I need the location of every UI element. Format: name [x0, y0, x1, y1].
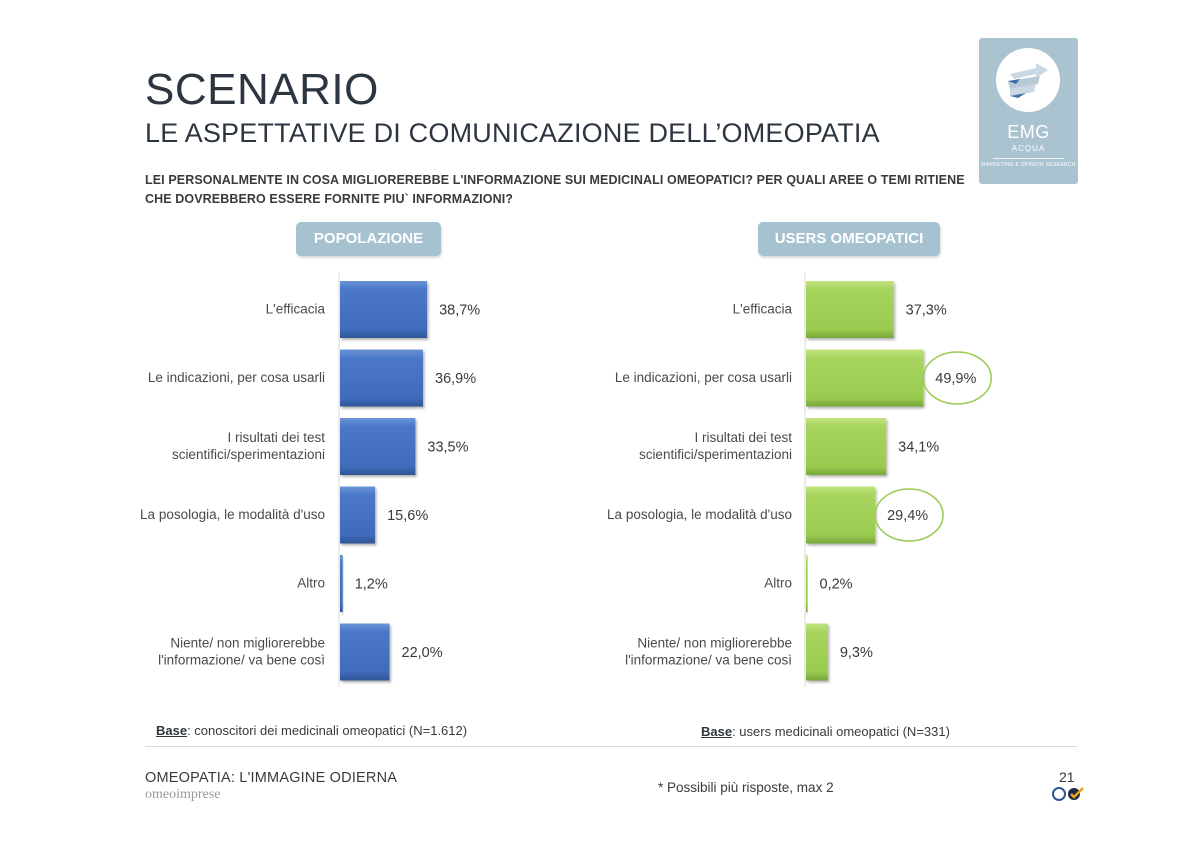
emg-acqua-logo: EMG ACQUA MARKETING & OPINION RESEARCH	[979, 38, 1078, 184]
category-label: Niente/ non migliorerebbe l'informazione/…	[625, 636, 792, 668]
bar	[340, 418, 416, 475]
survey-question: LEI PERSONALMENTE IN COSA MIGLIOREREBBE …	[145, 173, 965, 206]
certification-icons	[1052, 787, 1086, 801]
value-label: 38,7%	[439, 303, 480, 319]
bar	[806, 349, 924, 407]
value-label: 22,0%	[402, 645, 443, 661]
value-label: 29,4%	[887, 508, 928, 524]
category-label: I risultati dei test scientifici/sperimen…	[172, 430, 325, 462]
logo-divider	[993, 158, 1064, 159]
bar	[340, 623, 390, 681]
value-label: 9,3%	[840, 645, 873, 661]
footnote: * Possibili più risposte, max 2	[658, 780, 834, 795]
bar	[806, 486, 876, 544]
page-number: 21	[1059, 769, 1075, 785]
quality-check-icon	[1068, 788, 1080, 800]
category-label: La posologia, le modalità d'uso	[607, 507, 792, 522]
logo-acqua-text: ACQUA	[1011, 144, 1046, 153]
category-label: I risultati dei test scientifici/sperimen…	[639, 430, 792, 462]
value-label: 34,1%	[898, 440, 939, 456]
omeoimprese-logo: omeoimprese	[145, 787, 221, 802]
bar	[340, 486, 376, 544]
category-label: Niente/ non migliorerebbe l'informazione/…	[158, 636, 325, 668]
bar	[806, 555, 808, 612]
bar	[340, 281, 428, 338]
base-note-users: Base: users medicinali omeopatici (N=331…	[701, 724, 950, 739]
category-label: L'efficacia	[266, 302, 326, 317]
base-text: : users medicinali omeopatici (N=331)	[732, 724, 950, 739]
category-label: Altro	[297, 576, 325, 591]
base-label: Base	[156, 723, 188, 738]
slide-title: SCENARIO	[145, 65, 379, 114]
footer-title: OMEOPATIA: L'IMMAGINE ODIERNA	[145, 770, 398, 786]
value-label: 0,2%	[820, 577, 853, 593]
highlight-circle	[874, 488, 944, 542]
base-text: : conoscitori dei medicinali omeopatici …	[187, 723, 468, 738]
popolazione-chart: L'efficacia 38,7% Le indicazioni, per cosa…	[140, 273, 480, 687]
category-label: La posologia, le modalità d'uso	[140, 507, 325, 522]
base-note-popolazione: Base: conoscitori dei medicinali omeopat…	[156, 723, 467, 738]
value-label: 36,9%	[435, 371, 476, 387]
value-label: 49,9%	[935, 371, 976, 387]
category-label: Le indicazioni, per cosa usarli	[615, 370, 792, 385]
bar	[806, 623, 828, 681]
footer-divider	[145, 746, 1077, 747]
users-omeopatici-header: USERS OMEOPATICI	[758, 222, 940, 256]
highlight-circle	[922, 351, 993, 405]
logo-emg-text: EMG	[1007, 122, 1050, 142]
logo-tagline: MARKETING & OPINION RESEARCH	[981, 162, 1076, 168]
users-omeopatici-chart: L'efficacia 37,3% Le indicazioni, per cosa…	[607, 273, 993, 687]
slide-subtitle: LE ASPETTATIVE DI COMUNICAZIONE DELL’OME…	[145, 118, 880, 148]
certification-seal-icon	[1052, 787, 1066, 801]
category-label: Altro	[764, 576, 792, 591]
popolazione-header: POPOLAZIONE	[296, 222, 441, 256]
value-label: 15,6%	[387, 508, 428, 524]
arrow-logo-icon	[996, 48, 1060, 112]
value-label: 1,2%	[355, 577, 388, 593]
value-label: 37,3%	[906, 303, 947, 319]
bar	[806, 418, 887, 475]
category-label: Le indicazioni, per cosa usarli	[148, 370, 325, 385]
bar	[340, 555, 343, 612]
category-label: L'efficacia	[733, 302, 793, 317]
bar	[340, 349, 424, 407]
value-label: 33,5%	[427, 440, 468, 456]
base-label: Base	[701, 724, 733, 739]
bar	[806, 281, 894, 338]
